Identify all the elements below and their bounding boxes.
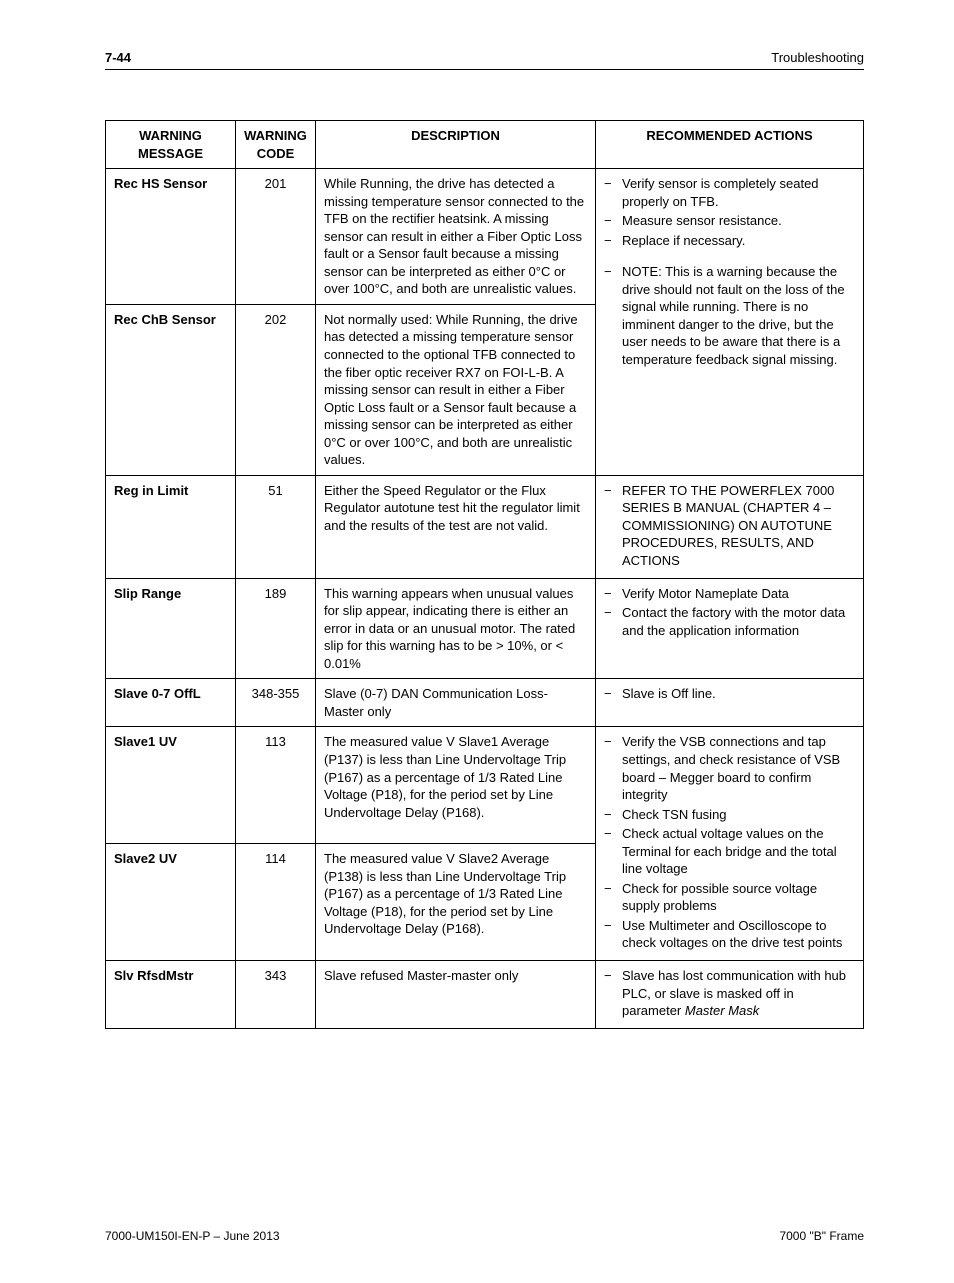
action-item: Slave has lost communication with hub PL…	[604, 967, 855, 1020]
action-item: Verify sensor is completely seated prope…	[604, 175, 855, 210]
warning-message-cell: Slave1 UV	[106, 727, 236, 844]
warning-message-cell: Slip Range	[106, 578, 236, 679]
table-header-row: WARNING MESSAGE WARNING CODE DESCRIPTION…	[106, 121, 864, 169]
warning-message-cell: Rec HS Sensor	[106, 169, 236, 305]
warning-message-cell: Slave2 UV	[106, 844, 236, 961]
action-item: Verify the VSB connections and tap setti…	[604, 733, 855, 803]
warning-code-cell: 189	[236, 578, 316, 679]
column-header-description: DESCRIPTION	[316, 121, 596, 169]
recommended-actions-cell: Slave has lost communication with hub PL…	[596, 960, 864, 1028]
recommended-actions-cell: Verify Motor Nameplate Data Contact the …	[596, 578, 864, 679]
action-item	[604, 251, 855, 261]
actions-list: REFER TO THE POWERFLEX 7000 SERIES B MAN…	[604, 482, 855, 570]
description-cell: The measured value V Slave1 Average (P13…	[316, 727, 596, 844]
action-item: Slave is Off line.	[604, 685, 855, 703]
warning-code-cell: 113	[236, 727, 316, 844]
warning-code-cell: 343	[236, 960, 316, 1028]
description-cell: The measured value V Slave2 Average (P13…	[316, 844, 596, 961]
footer-doc-id: 7000-UM150I-EN-P – June 2013	[105, 1229, 280, 1243]
recommended-actions-cell: Slave is Off line.	[596, 679, 864, 727]
description-cell: Either the Speed Regulator or the Flux R…	[316, 475, 596, 578]
action-item: Use Multimeter and Oscilloscope to check…	[604, 917, 855, 952]
table-row: Slv RfsdMstr343Slave refused Master-mast…	[106, 960, 864, 1028]
action-item: Check for possible source voltage supply…	[604, 880, 855, 915]
warning-table: WARNING MESSAGE WARNING CODE DESCRIPTION…	[105, 120, 864, 1029]
recommended-actions-cell: Verify sensor is completely seated prope…	[596, 169, 864, 476]
action-item: Check actual voltage values on the Termi…	[604, 825, 855, 878]
warning-code-cell: 114	[236, 844, 316, 961]
page-number: 7-44	[105, 50, 131, 65]
page-footer: 7000-UM150I-EN-P – June 2013 7000 "B" Fr…	[105, 1229, 864, 1243]
description-cell: Not normally used: While Running, the dr…	[316, 304, 596, 475]
description-cell: Slave (0-7) DAN Communication Loss-Maste…	[316, 679, 596, 727]
action-item: Verify Motor Nameplate Data	[604, 585, 855, 603]
actions-list: Slave is Off line.	[604, 685, 855, 703]
table-row: Slave1 UV113The measured value V Slave1 …	[106, 727, 864, 844]
warning-message-cell: Reg in Limit	[106, 475, 236, 578]
action-item: NOTE: This is a warning because the driv…	[604, 263, 855, 368]
warning-code-cell: 51	[236, 475, 316, 578]
footer-frame-label: 7000 "B" Frame	[779, 1229, 864, 1243]
recommended-actions-cell: REFER TO THE POWERFLEX 7000 SERIES B MAN…	[596, 475, 864, 578]
warning-message-cell: Slave 0-7 OffL	[106, 679, 236, 727]
page-header: 7-44 Troubleshooting	[105, 50, 864, 70]
actions-list: Slave has lost communication with hub PL…	[604, 967, 855, 1020]
warning-code-cell: 201	[236, 169, 316, 305]
recommended-actions-cell: Verify the VSB connections and tap setti…	[596, 727, 864, 961]
column-header-code: WARNING CODE	[236, 121, 316, 169]
warning-message-cell: Slv RfsdMstr	[106, 960, 236, 1028]
action-item: Contact the factory with the motor data …	[604, 604, 855, 639]
description-cell: While Running, the drive has detected a …	[316, 169, 596, 305]
description-cell: Slave refused Master-master only	[316, 960, 596, 1028]
warning-code-cell: 348-355	[236, 679, 316, 727]
section-title: Troubleshooting	[771, 50, 864, 65]
table-row: Slip Range189This warning appears when u…	[106, 578, 864, 679]
description-cell: This warning appears when unusual values…	[316, 578, 596, 679]
warning-message-cell: Rec ChB Sensor	[106, 304, 236, 475]
action-item: REFER TO THE POWERFLEX 7000 SERIES B MAN…	[604, 482, 855, 570]
action-item: Measure sensor resistance.	[604, 212, 855, 230]
actions-list: Verify the VSB connections and tap setti…	[604, 733, 855, 952]
table-row: Slave 0-7 OffL348-355Slave (0-7) DAN Com…	[106, 679, 864, 727]
table-row: Reg in Limit51Either the Speed Regulator…	[106, 475, 864, 578]
table-row: Rec HS Sensor201While Running, the drive…	[106, 169, 864, 305]
warning-code-cell: 202	[236, 304, 316, 475]
column-header-message: WARNING MESSAGE	[106, 121, 236, 169]
action-item: Replace if necessary.	[604, 232, 855, 250]
actions-list: Verify sensor is completely seated prope…	[604, 175, 855, 368]
action-item: Check TSN fusing	[604, 806, 855, 824]
column-header-actions: RECOMMENDED ACTIONS	[596, 121, 864, 169]
actions-list: Verify Motor Nameplate Data Contact the …	[604, 585, 855, 640]
